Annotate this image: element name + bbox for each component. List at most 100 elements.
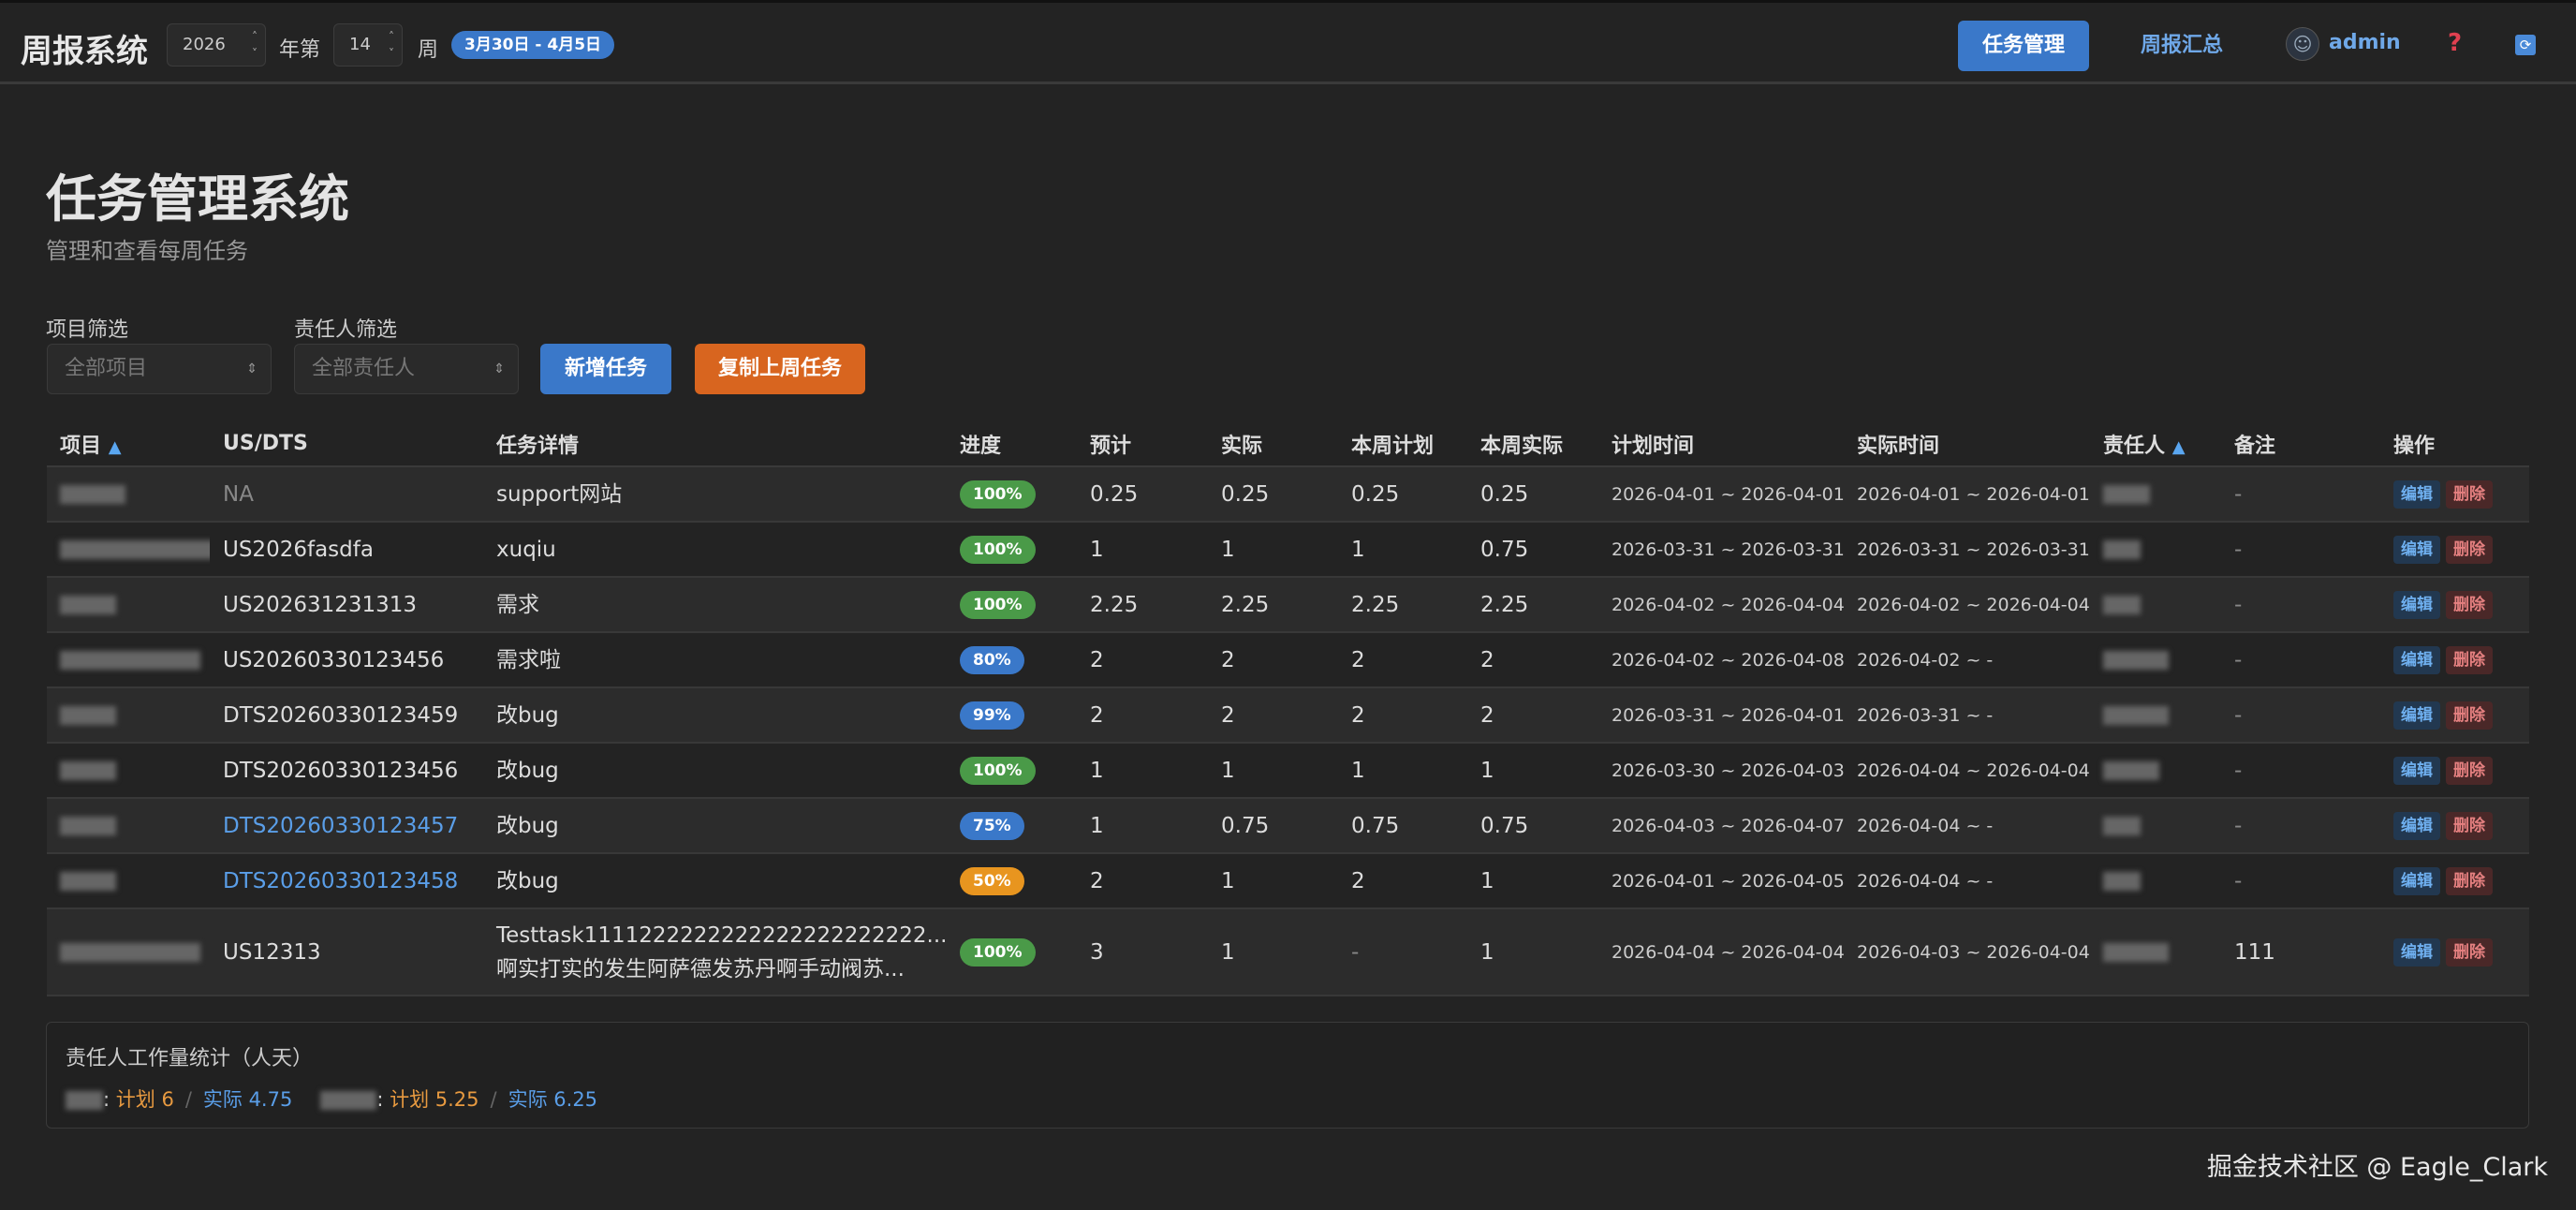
edit-button[interactable]: 编辑 [2393, 756, 2440, 785]
project-filter-select[interactable]: 全部项目 ⇕ [47, 344, 272, 394]
column-header: 操作 [2380, 421, 2529, 467]
wactual-cell: 2 [1467, 632, 1598, 688]
redacted-owner [66, 1091, 103, 1110]
edit-button[interactable]: 编辑 [2393, 937, 2440, 967]
owner-cell [2090, 522, 2221, 578]
redacted-project [60, 596, 116, 614]
edit-button[interactable]: 编辑 [2393, 535, 2440, 564]
progress-cell: 100% [947, 743, 1077, 799]
username[interactable]: admin [2329, 31, 2401, 54]
week-value: 14 [349, 35, 371, 54]
actual-cell: 2 [1208, 687, 1338, 744]
top-bar: 周报系统 2026 ˄ ˅ 年第 14 ˄ ˅ 周 3月30日 - 4月5日 任务管理 … [0, 0, 2576, 84]
column-header-label: 进度 [960, 434, 1002, 458]
copy-last-week-button[interactable]: 复制上周任务 [695, 344, 865, 394]
stepper-arrows-icon[interactable]: ˄ ˅ [389, 30, 394, 60]
edit-button[interactable]: 编辑 [2393, 701, 2440, 730]
actions-cell: 编辑 删除 [2380, 466, 2529, 523]
stepper-arrows-icon[interactable]: ˄ ˅ [252, 30, 258, 60]
date-range-badge: 3月30日 - 4月5日 [451, 31, 615, 59]
wactual-cell: 0.75 [1467, 798, 1598, 854]
progress-cell: 50% [947, 853, 1077, 909]
redacted-owner [2103, 943, 2169, 962]
actual-time-cell: 2026-04-01 ~ 2026-04-01 [1844, 466, 2090, 523]
wplan-cell: 0.25 [1338, 466, 1467, 523]
project-cell [47, 522, 210, 578]
progress-cell: 80% [947, 632, 1077, 688]
table-row: US2026fasdfa xuqiu 100% 1 1 1 0.75 2026-03-31 ~… [47, 522, 2529, 578]
nav-weekly-summary[interactable]: 周报汇总 [2140, 34, 2223, 57]
wplan-cell: - [1338, 908, 1467, 996]
plan-time-cell: 2026-04-02 ~ 2026-04-08 [1598, 632, 1844, 688]
watermark: 掘金技术社区 @ Eagle_Clark [2206, 1153, 2548, 1182]
column-header[interactable]: 责任人 ▲ [2090, 421, 2221, 467]
delete-button[interactable]: 删除 [2446, 811, 2493, 840]
us-dts-cell: NA [210, 466, 483, 523]
sort-ascending-icon[interactable]: ▲ [108, 436, 122, 457]
refresh-icon[interactable]: ⟳ [2515, 35, 2536, 55]
edit-button[interactable]: 编辑 [2393, 590, 2440, 619]
brand-title: 周报系统 [21, 33, 148, 70]
progress-cell: 100% [947, 522, 1077, 578]
task-detail-text: 需求 [496, 592, 539, 617]
redacted-project [60, 485, 125, 504]
us-dts-cell[interactable]: DTS20260330123458 [210, 853, 483, 909]
task-detail-text: support网站 [496, 481, 623, 507]
delete-button[interactable]: 删除 [2446, 701, 2493, 730]
task-detail-text: xuqiu [496, 537, 556, 562]
plan-time-cell: 2026-03-31 ~ 2026-03-31 [1598, 522, 1844, 578]
edit-button[interactable]: 编辑 [2393, 480, 2440, 509]
task-detail-text: 改bug [496, 702, 559, 728]
actions-cell: 编辑 删除 [2380, 632, 2529, 688]
column-header[interactable]: 项目 ▲ [47, 421, 210, 467]
actions-cell: 编辑 删除 [2380, 908, 2529, 996]
owner-filter-select[interactable]: 全部责任人 ⇕ [294, 344, 519, 394]
redacted-owner [2103, 596, 2141, 614]
plan-time-cell: 2026-04-02 ~ 2026-04-04 [1598, 577, 1844, 633]
delete-button[interactable]: 删除 [2446, 937, 2493, 967]
column-header: 实际 [1208, 421, 1338, 467]
edit-button[interactable]: 编辑 [2393, 645, 2440, 674]
note-cell: - [2221, 632, 2380, 688]
actions-cell: 编辑 删除 [2380, 743, 2529, 799]
task-detail-text: 改bug [496, 758, 559, 783]
delete-button[interactable]: 删除 [2446, 645, 2493, 674]
user-icon[interactable]: ☺ [2286, 27, 2319, 61]
us-dts-cell[interactable]: DTS20260330123457 [210, 798, 483, 854]
redacted-owner [2103, 485, 2150, 504]
edit-button[interactable]: 编辑 [2393, 811, 2440, 840]
column-header: US/DTS [210, 421, 483, 467]
wactual-cell: 1 [1467, 908, 1598, 996]
redacted-project [60, 943, 200, 962]
owner-filter-label: 责任人筛选 [294, 318, 398, 342]
est-cell: 1 [1077, 798, 1208, 854]
nav-task-management[interactable]: 任务管理 [1958, 21, 2089, 71]
column-header-label: 备注 [2234, 434, 2276, 458]
year-input[interactable]: 2026 ˄ ˅ [167, 23, 266, 66]
edit-button[interactable]: 编辑 [2393, 866, 2440, 895]
actual-time-cell: 2026-04-03 ~ 2026-04-04 [1844, 908, 2090, 996]
owner-cell [2090, 743, 2221, 799]
delete-button[interactable]: 删除 [2446, 590, 2493, 619]
delete-button[interactable]: 删除 [2446, 866, 2493, 895]
actual-time-cell: 2026-03-31 ~ - [1844, 687, 2090, 744]
delete-button[interactable]: 删除 [2446, 756, 2493, 785]
add-task-button[interactable]: 新增任务 [540, 344, 671, 394]
column-header: 预计 [1077, 421, 1208, 467]
note-cell: 111 [2221, 908, 2380, 996]
task-table: 项目 ▲ US/DTS 任务详情 进度 预计 实际 本周计划 本周实际 计划时间 实际时间 责任人 … [47, 421, 2529, 996]
task-detail-text: 改bug [496, 868, 559, 893]
actual-cell: 2 [1208, 632, 1338, 688]
column-header-label: 本周实际 [1480, 434, 1564, 458]
help-icon[interactable]: ? [2448, 29, 2463, 57]
wplan-cell: 2 [1338, 853, 1467, 909]
delete-button[interactable]: 删除 [2446, 480, 2493, 509]
column-header: 本周计划 [1338, 421, 1467, 467]
column-header-label: 项目 [60, 434, 102, 458]
sort-ascending-icon[interactable]: ▲ [2171, 436, 2186, 457]
stats-title: 责任人工作量统计（人天） [66, 1047, 314, 1070]
progress-badge: 100% [960, 937, 1036, 967]
week-input[interactable]: 14 ˄ ˅ [333, 23, 403, 66]
column-header-label: 实际 [1221, 434, 1263, 458]
delete-button[interactable]: 删除 [2446, 535, 2493, 564]
